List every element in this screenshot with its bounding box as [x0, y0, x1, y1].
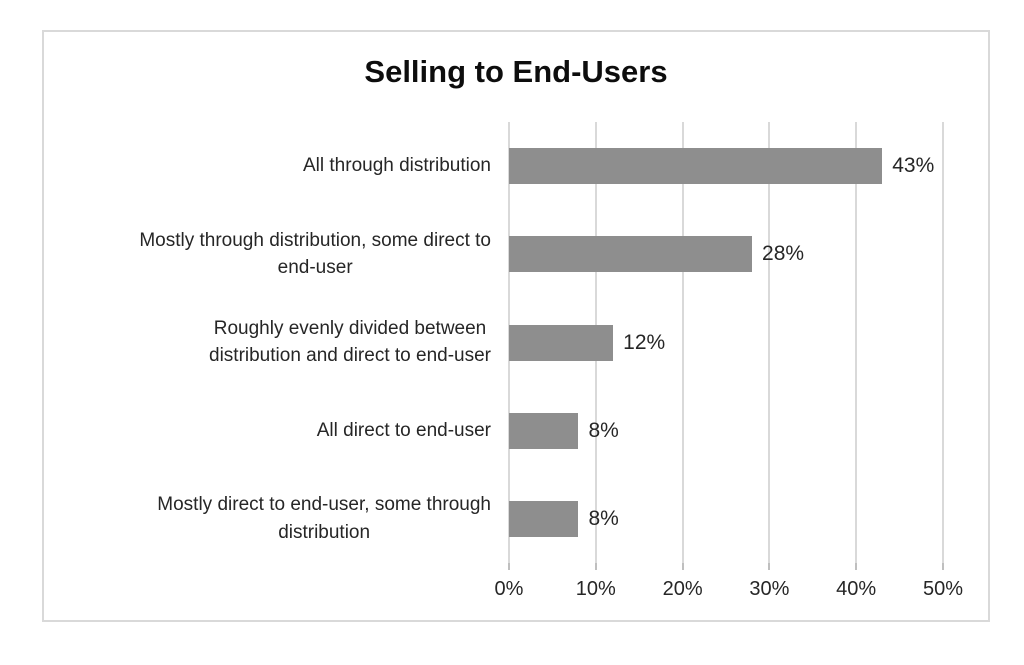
bar-value-label: 28%	[762, 242, 805, 266]
gridline	[768, 122, 771, 563]
x-axis-tick-label: 10%	[575, 578, 616, 600]
category-label-text: Mostly through distribution, some direct…	[139, 229, 491, 279]
chart-title: Selling to End-Users	[364, 54, 668, 89]
axis-tick	[681, 563, 684, 570]
category-label: Mostly through distribution, some direct…	[44, 210, 491, 298]
bar	[509, 500, 579, 537]
category-label-text: All direct to end-user	[316, 419, 491, 441]
gridline	[942, 122, 944, 563]
category-label: Roughly evenly divided between distribut…	[44, 298, 491, 386]
bar	[509, 236, 753, 273]
axis-tick	[594, 563, 597, 570]
chart-frame: Selling to End-Users All through distrib…	[42, 30, 990, 622]
category-label-area: All through distribution Mostly through d…	[44, 122, 509, 563]
bar	[509, 148, 883, 185]
category-label-text: Roughly evenly divided between distribut…	[209, 317, 491, 367]
category-label-text: Mostly direct to end-user, some through …	[157, 494, 491, 543]
x-axis-tick-label: 50%	[922, 578, 964, 600]
axis-tick	[942, 563, 944, 570]
x-axis-label-area: 0% 10% 20% 30% 40% 50%	[495, 578, 963, 608]
axis-tick	[508, 563, 510, 570]
axis-tick	[855, 563, 858, 570]
bar-value-label: 8%	[588, 506, 619, 530]
x-axis-tick-label: 0%	[494, 578, 524, 600]
gridline	[681, 122, 684, 563]
x-axis-tick-label: 40%	[836, 578, 877, 600]
gridline	[855, 122, 858, 563]
bar	[509, 412, 579, 449]
bar-value-label: 12%	[623, 330, 666, 354]
category-label: Mostly direct to end-user, some through …	[44, 475, 491, 563]
bar-value-label: 8%	[588, 418, 619, 442]
category-label: All direct to end-user	[44, 387, 491, 475]
bar	[509, 324, 614, 361]
category-label: All through distribution	[44, 122, 491, 210]
plot-area: 43% 28% 12% 8% 8%	[508, 122, 944, 563]
x-axis-tick-label: 20%	[662, 578, 703, 600]
x-axis-tick-label: 30%	[749, 578, 790, 600]
x-axis-tick-area	[508, 563, 944, 571]
axis-tick	[768, 563, 771, 570]
bar-value-label: 43%	[892, 154, 935, 178]
category-label-text: All through distribution	[303, 155, 491, 177]
